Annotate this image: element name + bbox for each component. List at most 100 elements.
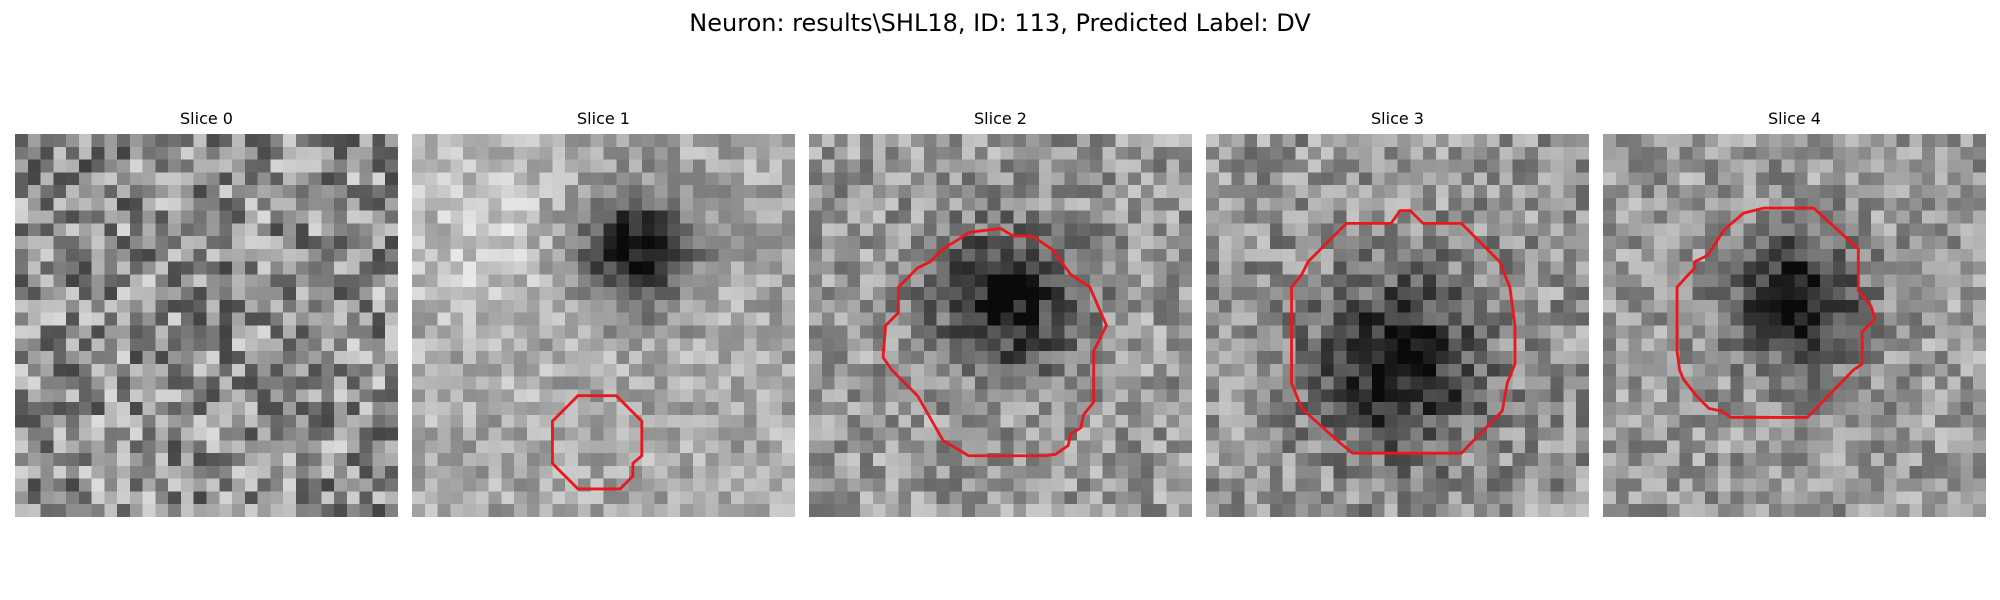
pixel	[385, 440, 398, 454]
pixel	[437, 210, 451, 224]
pixel	[1384, 223, 1398, 237]
pixel	[1448, 363, 1462, 377]
pixel	[1371, 389, 1385, 403]
pixel	[1512, 261, 1526, 275]
pixel	[78, 338, 92, 352]
pixel	[193, 491, 207, 505]
pixel	[372, 248, 386, 262]
pixel	[232, 223, 246, 237]
pixel	[66, 185, 80, 199]
pixel	[872, 427, 886, 441]
pixel	[385, 312, 398, 326]
pixel	[232, 146, 246, 160]
pixel	[552, 427, 566, 441]
pixel	[232, 261, 246, 275]
pixel	[257, 210, 271, 224]
pixel	[629, 236, 643, 250]
pixel	[539, 210, 553, 224]
pixel	[731, 248, 745, 262]
pixel	[923, 197, 937, 211]
pixel	[1089, 146, 1103, 160]
pixel	[526, 427, 540, 441]
pixel	[1000, 172, 1014, 186]
pixel	[923, 338, 937, 352]
pixel	[1603, 159, 1617, 173]
pixel	[872, 248, 886, 262]
pixel	[1474, 159, 1488, 173]
pixel	[1909, 197, 1923, 211]
pixel	[1756, 236, 1770, 250]
pixel	[1051, 185, 1065, 199]
pixel	[590, 338, 604, 352]
pixel	[936, 248, 950, 262]
pixel	[346, 134, 360, 148]
pixel	[1308, 185, 1322, 199]
pixel	[1486, 453, 1500, 467]
pixel	[1102, 351, 1116, 365]
pixel	[1179, 299, 1192, 313]
pixel	[782, 236, 795, 250]
pixel	[219, 465, 233, 479]
pixel	[1231, 465, 1245, 479]
pixel	[334, 491, 348, 505]
pixel	[1153, 465, 1167, 479]
pixel	[872, 325, 886, 339]
pixel	[1000, 134, 1014, 148]
pixel	[756, 414, 770, 428]
pixel	[91, 376, 105, 390]
pixel	[705, 325, 719, 339]
pixel	[1026, 287, 1040, 301]
pixel	[1871, 134, 1885, 148]
pixel	[308, 197, 322, 211]
pixel	[1756, 172, 1770, 186]
pixel	[117, 338, 131, 352]
pixel	[1845, 197, 1859, 211]
pixel	[1628, 453, 1642, 467]
pixel	[1371, 210, 1385, 224]
pixel	[270, 134, 284, 148]
pixel	[1102, 478, 1116, 492]
pixel	[1435, 159, 1449, 173]
pixel	[1909, 299, 1923, 313]
pixel	[552, 478, 566, 492]
pixel	[756, 287, 770, 301]
pixel	[629, 159, 643, 173]
pixel	[193, 312, 207, 326]
pixel	[1679, 134, 1693, 148]
pixel	[1218, 146, 1232, 160]
pixel	[552, 197, 566, 211]
pixel	[295, 197, 309, 211]
pixel	[475, 185, 489, 199]
pixel	[1102, 440, 1116, 454]
pixel	[1128, 248, 1142, 262]
pixel	[1845, 402, 1859, 416]
pixel	[488, 185, 502, 199]
pixel	[526, 261, 540, 275]
pixel	[680, 299, 694, 313]
pixel	[1807, 274, 1821, 288]
pixel	[1384, 159, 1398, 173]
pixel	[1947, 478, 1961, 492]
pixel	[1922, 363, 1936, 377]
pixel	[359, 159, 373, 173]
pixel	[1231, 197, 1245, 211]
pixel	[1934, 172, 1948, 186]
pixel	[155, 248, 169, 262]
pixel	[1320, 299, 1334, 313]
pixel	[53, 338, 67, 352]
pixel	[244, 287, 258, 301]
pixel	[1628, 210, 1642, 224]
pixel	[1845, 504, 1859, 517]
pixel	[1077, 159, 1091, 173]
pixel	[1692, 236, 1706, 250]
pixel	[1679, 453, 1693, 467]
pixel	[756, 146, 770, 160]
pixel	[1679, 389, 1693, 403]
pixel	[1717, 146, 1731, 160]
pixel	[680, 248, 694, 262]
pixel	[1128, 389, 1142, 403]
pixel	[450, 223, 464, 237]
pixel	[962, 504, 976, 517]
pixel	[718, 146, 732, 160]
pixel	[1038, 465, 1052, 479]
